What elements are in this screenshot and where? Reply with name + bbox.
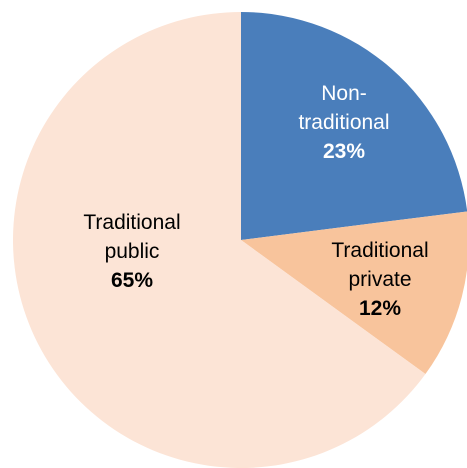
slice-label-line: Traditional xyxy=(331,239,428,262)
slice-label-1: Traditional private 12% xyxy=(331,239,428,320)
slice-label-line: Non- xyxy=(321,82,367,105)
slice-percent-label: 23% xyxy=(323,140,365,163)
slice-label-2: Traditional public 65% xyxy=(83,211,180,292)
slice-label-line: traditional xyxy=(298,111,389,134)
slice-percent-label: 65% xyxy=(111,269,153,292)
pie-slice-2 xyxy=(13,12,426,468)
slice-label-0: Non-traditional 23% xyxy=(298,82,389,163)
slice-label-line: Traditional xyxy=(83,211,180,234)
slice-percent-label: 12% xyxy=(359,297,401,320)
slice-label-line: private xyxy=(348,268,411,291)
pie-slice-1 xyxy=(241,211,467,375)
pie-slice-0 xyxy=(241,12,467,240)
slice-label-line: public xyxy=(105,240,160,263)
